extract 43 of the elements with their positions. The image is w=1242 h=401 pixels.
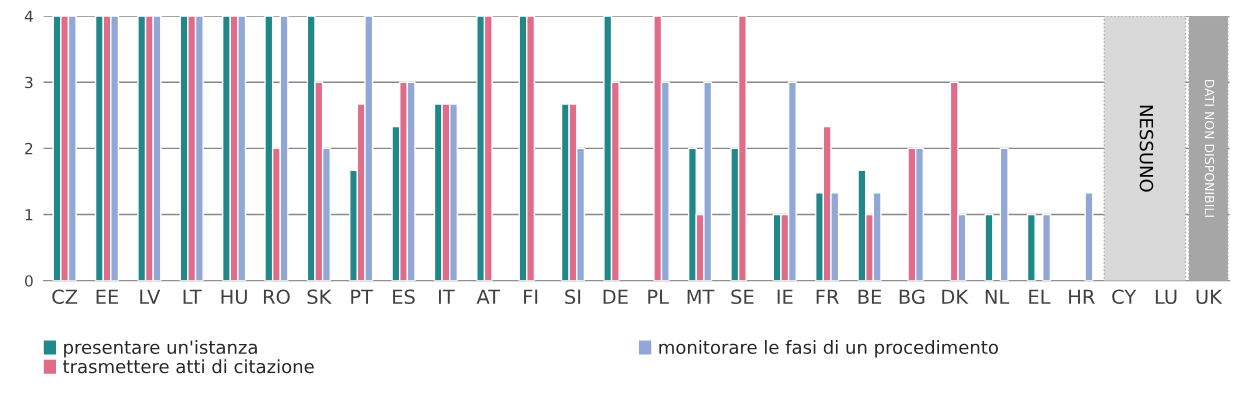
bar bbox=[1026, 213, 1036, 281]
bar bbox=[1084, 192, 1094, 281]
bar bbox=[999, 147, 1009, 281]
y-tick-label: 4 bbox=[24, 10, 33, 22]
x-tick-label: MT bbox=[687, 289, 715, 304]
band-label: DATI NON DISPONIBILI bbox=[1204, 79, 1215, 217]
x-tick-label: PT bbox=[351, 289, 374, 304]
x-tick-label: NL bbox=[985, 289, 1010, 304]
x-tick-label: IT bbox=[439, 289, 455, 304]
bar bbox=[1042, 213, 1052, 281]
x-tick-label: LV bbox=[140, 289, 161, 304]
y-tick-label: 3 bbox=[25, 76, 33, 89]
y-tick-label: 2 bbox=[25, 142, 33, 155]
band-label: NESSUNO bbox=[1139, 105, 1154, 192]
x-tick-label: FI bbox=[524, 289, 538, 304]
bar bbox=[984, 213, 994, 281]
x-tick-label: HR bbox=[1069, 289, 1095, 304]
x-tick-label: EL bbox=[1029, 289, 1051, 304]
y-tick-label: 0 bbox=[25, 275, 33, 287]
x-tick-label: FR bbox=[816, 289, 839, 304]
x-tick-label: CY bbox=[1112, 289, 1137, 305]
x-tick-label: LT bbox=[183, 289, 202, 304]
x-tick-label: DK bbox=[942, 289, 969, 304]
x-tick-label: AT bbox=[476, 289, 501, 304]
x-tick-label: HU bbox=[221, 289, 247, 305]
x-tick-label: SK bbox=[307, 289, 332, 305]
x-tick-label: BG bbox=[899, 289, 925, 305]
x-tick-label: CZ bbox=[52, 289, 78, 305]
legend-label: presentare un'istanza bbox=[64, 340, 257, 358]
legend-label: monitorare le fasi di un procedimento bbox=[659, 340, 998, 358]
x-tick-label: UK bbox=[1196, 289, 1223, 305]
x-tick-label: EE bbox=[96, 289, 119, 304]
x-tick-label: BE bbox=[858, 289, 882, 304]
x-tick-label: ES bbox=[393, 289, 415, 305]
x-tick-label: SI bbox=[565, 289, 581, 305]
x-tick-label: DE bbox=[603, 289, 628, 304]
x-tick-label: SE bbox=[731, 289, 754, 305]
x-tick-label: RO bbox=[263, 289, 290, 305]
x-tick-label: IE bbox=[777, 289, 793, 304]
legend-label: trasmettere atti di citazione bbox=[63, 359, 314, 374]
x-tick-label: LU bbox=[1155, 289, 1177, 305]
y-tick-label: 1 bbox=[25, 209, 33, 221]
x-tick-label: PL bbox=[648, 289, 669, 304]
